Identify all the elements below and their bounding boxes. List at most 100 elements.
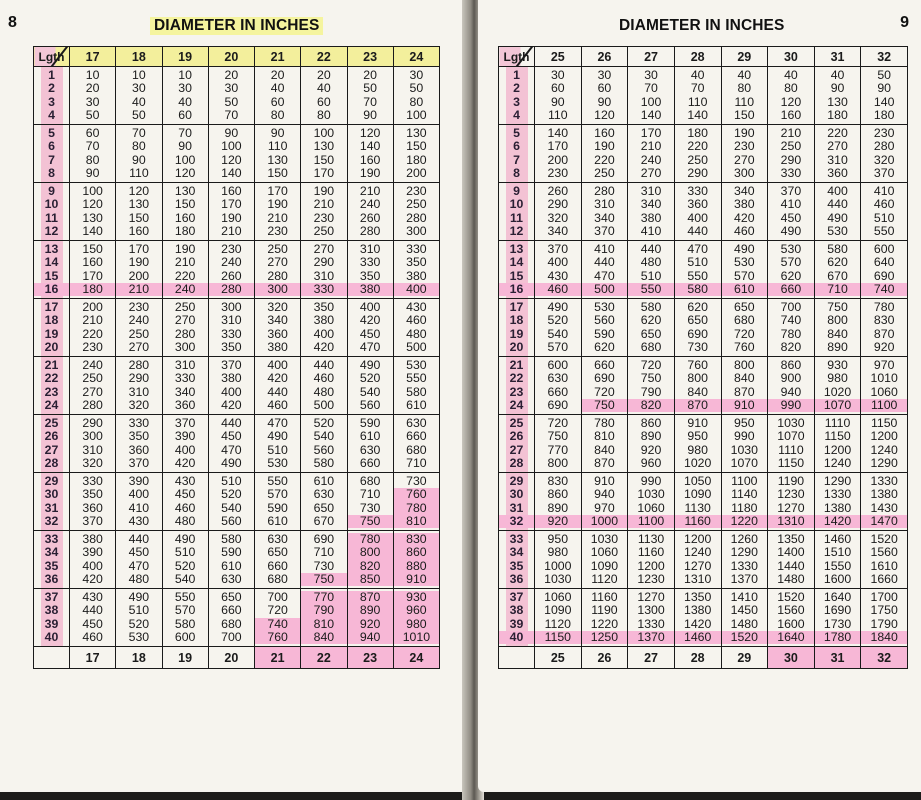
weight-value: 200 [128, 268, 150, 283]
weight-cell: 370 410 450 490 [767, 182, 815, 241]
weight-cell: 160 190 220 250 [580, 124, 629, 183]
length-cell: 17 18 19 20 [33, 298, 70, 357]
weight-value: 140 [82, 223, 103, 238]
weight-value: 370 [82, 513, 103, 528]
weight-value: 150 [313, 152, 335, 167]
weight-value: 1380 [870, 487, 898, 502]
weight-cell: 610 630 650 670 [300, 472, 348, 531]
weight-value: 270 [82, 384, 103, 399]
weight-value: 1370 [730, 571, 758, 586]
weight-value: 660 [221, 603, 242, 618]
weight-value: 1240 [870, 442, 898, 457]
diameter-header: 24 [392, 46, 441, 67]
weight-value: 310 [128, 384, 150, 399]
weight-value: 270 [267, 255, 288, 270]
length-group-row: 21 22 23 24 240 250 270 280 280 290 310 320 310 330 34… [33, 356, 441, 415]
weight-value: 840 [734, 371, 755, 386]
weight-value: 800 [547, 455, 569, 470]
weight-value: 30 [178, 81, 192, 96]
weight-value: 790 [301, 603, 347, 618]
length-value: 40 [499, 630, 534, 645]
weight-value: 230 [734, 139, 755, 154]
weight-value: 690 [873, 268, 895, 283]
weight-cell: 910 950 980 1020 [673, 414, 722, 473]
diameter-footer: 31 [813, 646, 862, 669]
weight-value: 340 [594, 210, 615, 225]
weight-value: 480 [640, 255, 662, 270]
weight-value: 420 [267, 371, 288, 386]
weight-cell: 1350 1380 1420 1460 [673, 588, 722, 647]
weight-cell: 210 240 260 280 [346, 182, 394, 241]
weight-value: 40 [270, 81, 285, 96]
weight-value: 170 [547, 139, 569, 154]
weight-value: 1130 [684, 500, 711, 515]
weight-value: 970 [873, 357, 895, 372]
weight-value: 1330 [870, 473, 898, 488]
weight-cell: 400 440 490 530 [813, 182, 862, 241]
weight-value: 360 [82, 500, 103, 515]
length-cell: 25 26 27 28 [33, 414, 70, 473]
weight-value: 970 [594, 500, 615, 515]
weight-value: 650 [687, 313, 708, 328]
length-value: 34 [44, 545, 59, 560]
weight-value: 880 [393, 559, 439, 573]
weight-value: 550 [873, 223, 895, 238]
weight-value: 380 [347, 282, 393, 297]
weight-cell: 990 1030 1060 1100 [627, 472, 675, 531]
length-value: 9 [48, 183, 55, 198]
weight-value: 230 [313, 210, 335, 225]
weight-cell: 1270 1300 1330 1370 [627, 588, 675, 647]
weight-value: 1560 [777, 603, 805, 618]
weight-value: 140 [547, 125, 569, 140]
weight-cell: 1290 1330 1380 1420 [813, 472, 862, 531]
weight-value: 50 [224, 94, 239, 109]
length-value: 4 [48, 107, 55, 122]
length-value: 28 [44, 455, 59, 470]
weight-cell: 290 300 310 320 [68, 414, 117, 473]
weight-value: 780 [594, 415, 615, 430]
weight-value: 310 [594, 197, 615, 212]
diameter-header: 31 [813, 46, 862, 67]
weight-value: 980 [687, 442, 708, 457]
weight-value: 180 [873, 107, 895, 122]
weight-value: 490 [827, 210, 848, 225]
weight-value: 300 [406, 223, 427, 238]
weight-value: 1640 [768, 630, 814, 645]
weight-value: 780 [780, 326, 802, 341]
weight-value: 1250 [581, 630, 628, 645]
weight-value: 210 [359, 183, 381, 198]
weight-value: 40 [317, 81, 331, 96]
weight-value: 1060 [590, 545, 619, 560]
weight-cell: 1050 1090 1130 1160 [673, 472, 722, 531]
weight-cell: 40 90 130 180 [813, 66, 862, 125]
length-value: 17 [44, 299, 59, 314]
weight-value: 870 [873, 326, 895, 341]
weight-value: 360 [128, 442, 150, 457]
weight-value: 610 [359, 429, 381, 444]
weight-value: 150 [734, 107, 755, 122]
weight-value: 530 [128, 629, 150, 644]
length-value: 29 [44, 473, 59, 488]
weight-value: 470 [687, 241, 708, 256]
weight-value: 70 [178, 125, 192, 140]
weight-value: 990 [640, 473, 662, 488]
weight-value: 1290 [870, 455, 898, 470]
weight-value: 610 [267, 513, 288, 528]
weight-cell: 870 890 920 940 [346, 588, 394, 647]
weight-value: 60 [178, 107, 192, 122]
weight-value: 1190 [591, 603, 618, 618]
weight-value: 520 [174, 558, 196, 573]
weight-cell: 1410 1450 1480 1520 [720, 588, 769, 647]
weight-cell: 550 570 580 600 [161, 588, 209, 647]
length-group-row: 29 30 31 32 330 350 360 370 390 400 410 430 430 450 46… [33, 472, 441, 531]
weight-value: 400 [128, 487, 150, 502]
weight-cell: 580 620 650 680 [627, 298, 675, 357]
weight-value: 940 [347, 630, 393, 645]
weight-value: 860 [780, 357, 802, 372]
length-value: 6 [48, 139, 55, 154]
weight-cell: 440 460 480 500 [300, 356, 348, 415]
length-value: 24 [44, 397, 59, 412]
weight-value: 250 [174, 299, 196, 314]
weight-cell: 1520 1560 1610 1660 [860, 530, 908, 589]
weight-value: 1370 [628, 630, 674, 645]
